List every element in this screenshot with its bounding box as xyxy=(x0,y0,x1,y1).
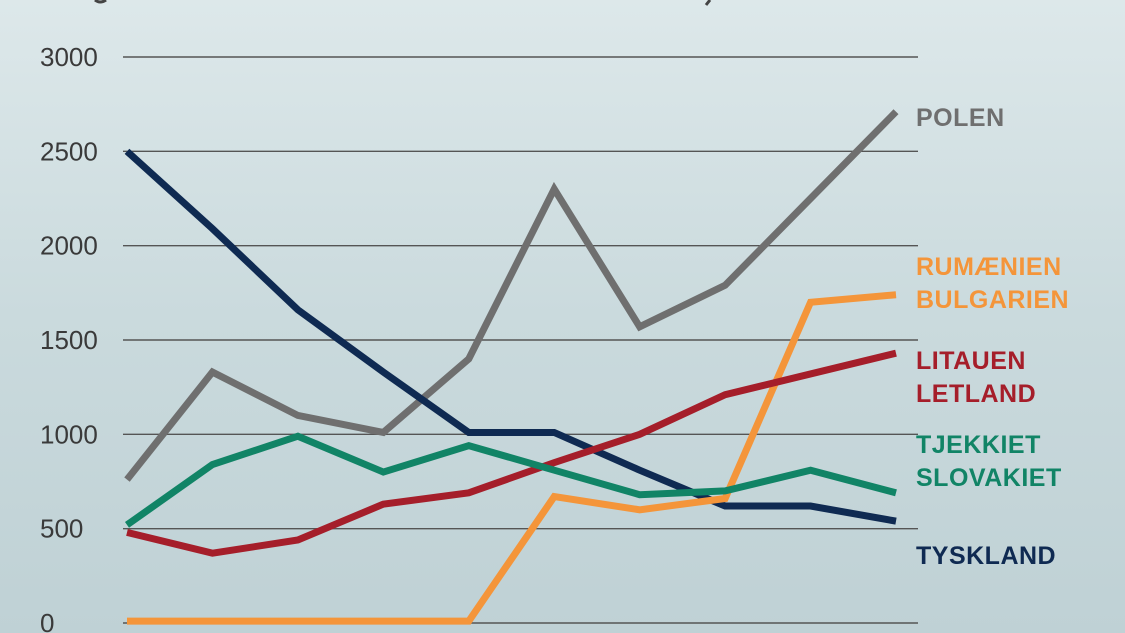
series-line-polen xyxy=(124,109,899,482)
series-label-litauen-letland: LITAUEN xyxy=(916,347,1026,375)
series-label-litauen-letland: LETLAND xyxy=(916,380,1036,408)
cropped-header-fragment xyxy=(94,0,712,6)
y-tick-label: 1500 xyxy=(40,325,98,355)
series-label-polen: POLEN xyxy=(916,104,1005,132)
series-label-tyskland: TYSKLAND xyxy=(916,542,1056,570)
gridlines xyxy=(123,56,918,624)
series-tjekkiet-slovakiet xyxy=(124,432,897,528)
y-tick-label: 2000 xyxy=(40,231,98,261)
series-polen xyxy=(124,109,899,482)
series-rumaenien-bulgarien xyxy=(126,291,897,625)
series-label-tjekkiet-slovakiet: TJEKKIET xyxy=(916,431,1041,459)
series-label-tjekkiet-slovakiet: SLOVAKIET xyxy=(916,464,1062,492)
y-tick-label: 3000 xyxy=(40,42,98,72)
series-lines xyxy=(124,109,899,625)
y-axis-tick-labels: 0 500 1000 1500 2000 2500 3000 xyxy=(40,42,98,633)
series-line-tjekkiet-slovakiet xyxy=(124,432,897,528)
series-labels: POLEN TYSKLAND RUMÆNIEN BULGARIEN LITAUEN LET… xyxy=(916,104,1069,570)
series-label-rumaenien-bulgarien: BULGARIEN xyxy=(916,286,1069,314)
y-tick-label: 2500 xyxy=(40,136,98,166)
y-tick-label: 0 xyxy=(40,608,54,633)
series-tyskland xyxy=(124,148,897,525)
y-tick-label: 500 xyxy=(40,514,83,544)
series-line-rumaenien-bulgarien xyxy=(127,291,897,625)
series-litauen-letland xyxy=(126,349,897,557)
series-label-rumaenien-bulgarien: RUMÆNIEN xyxy=(916,253,1062,281)
series-line-litauen-letland xyxy=(126,349,897,557)
series-line-tyskland xyxy=(124,148,897,525)
y-tick-label: 1000 xyxy=(40,419,98,449)
